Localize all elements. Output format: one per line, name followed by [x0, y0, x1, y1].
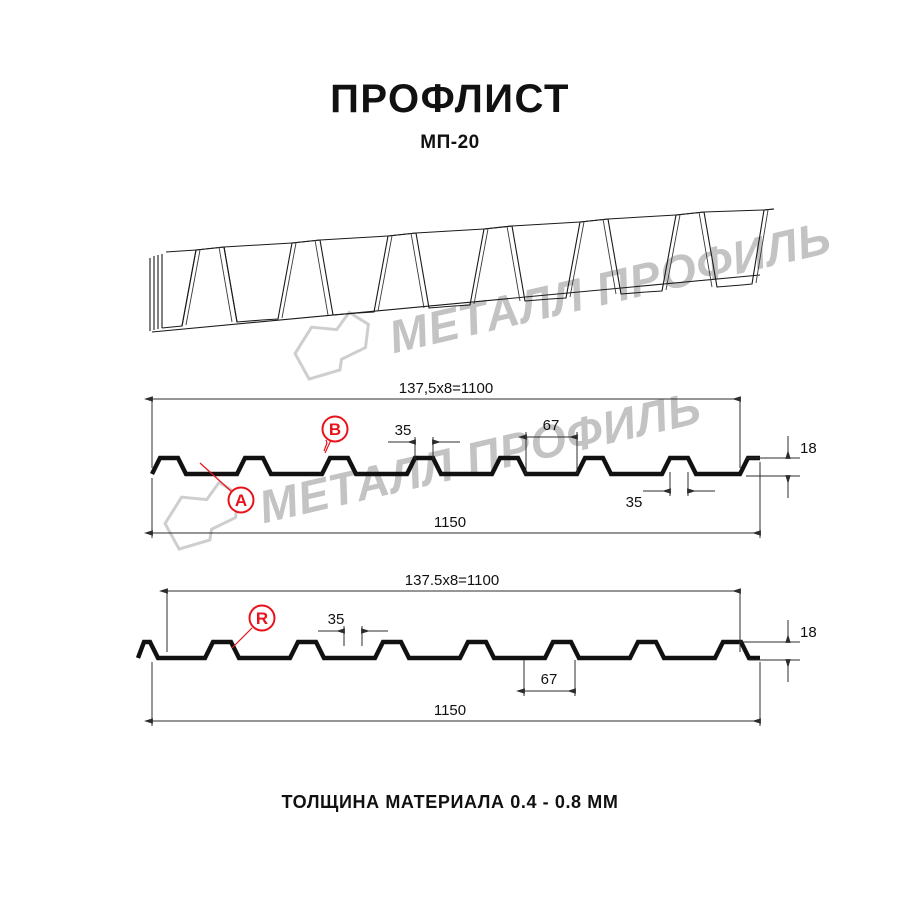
dimension-crest-bottom-view: [318, 626, 388, 646]
marker-b-label: B: [329, 420, 341, 439]
dimension-label-valley-top: 67: [543, 417, 560, 434]
marker-r-label: R: [256, 609, 268, 628]
profile-outline-bottom: [135, 639, 760, 661]
dimension-height-top: [746, 436, 800, 498]
dimension-valley-top: [517, 432, 578, 474]
dimension-total-top: [143, 462, 761, 538]
section-bottom-view: 137.5x8=1100 35 67 18: [135, 572, 817, 726]
marker-a-circle: [227, 486, 255, 514]
dimension-label-valley-bottom: 67: [541, 671, 558, 688]
dimension-label-total-bottom: 1150: [434, 702, 466, 719]
dimension-pitch-bottom: [158, 588, 741, 652]
dimension-label-total-top: 1150: [434, 514, 466, 531]
profile-outline-top: [150, 455, 760, 477]
marker-a: A: [199, 462, 255, 514]
dimension-label-height-top: 18: [800, 440, 817, 457]
dimension-valley-bottom: [515, 660, 576, 696]
dimension-label-crest-top: 35: [395, 422, 412, 439]
dimension-pitch-top: [143, 396, 741, 468]
dimension-label-crest-bottom-view: 35: [328, 611, 345, 628]
dimension-crest-bottom: [643, 472, 715, 496]
dimension-label-pitch-bottom: 137.5x8=1100: [405, 572, 499, 589]
marker-r-circle: [248, 604, 276, 632]
dimension-label-height-bottom: 18: [800, 624, 817, 641]
marker-r: R: [231, 604, 276, 649]
marker-b-circle: [321, 415, 349, 443]
dimension-label-crest-bottom: 35: [626, 494, 643, 511]
dimension-height-bottom: [741, 620, 800, 682]
dimension-crest-top: [388, 437, 460, 460]
dimension-label-pitch-top: 137,5x8=1100: [399, 380, 493, 397]
isometric-view: [149, 208, 775, 333]
watermark-logo-icon: [293, 310, 370, 381]
marker-a-label: A: [235, 491, 247, 510]
dimension-total-bottom: [143, 662, 761, 726]
marker-b: B: [321, 415, 349, 454]
section-top-view: 137,5x8=1100 35 67 35: [143, 380, 817, 538]
